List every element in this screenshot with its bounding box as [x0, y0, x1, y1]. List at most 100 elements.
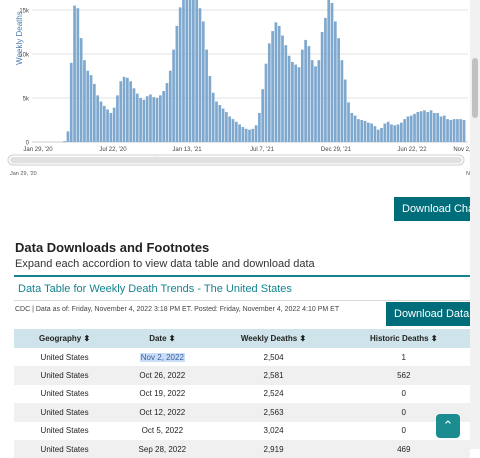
weekly-deaths-bar[interactable]: [201, 21, 205, 142]
weekly-deaths-bar[interactable]: [297, 67, 301, 142]
weekly-deaths-bar[interactable]: [406, 116, 410, 142]
weekly-deaths-bar[interactable]: [274, 22, 278, 142]
weekly-deaths-bar[interactable]: [333, 21, 337, 142]
weekly-deaths-bar[interactable]: [211, 92, 215, 142]
weekly-deaths-bar[interactable]: [442, 115, 446, 142]
weekly-deaths-bar[interactable]: [93, 83, 96, 142]
weekly-deaths-bar[interactable]: [307, 46, 311, 142]
weekly-deaths-bar[interactable]: [343, 79, 347, 142]
weekly-deaths-bar[interactable]: [429, 110, 433, 142]
weekly-deaths-bar[interactable]: [188, 0, 192, 142]
weekly-deaths-bar[interactable]: [327, 0, 331, 142]
weekly-deaths-bar[interactable]: [145, 96, 149, 142]
weekly-deaths-bar[interactable]: [251, 128, 255, 142]
weekly-deaths-bar[interactable]: [376, 129, 380, 142]
weekly-deaths-bar[interactable]: [366, 122, 370, 142]
weekly-deaths-bar[interactable]: [241, 127, 245, 142]
weekly-deaths-bar[interactable]: [205, 49, 208, 142]
weekly-deaths-bar[interactable]: [271, 31, 274, 142]
weekly-deaths-bar[interactable]: [198, 8, 202, 142]
weekly-deaths-bar[interactable]: [353, 115, 357, 142]
weekly-deaths-bar[interactable]: [132, 88, 136, 142]
weekly-deaths-bar[interactable]: [228, 116, 232, 142]
weekly-deaths-bar[interactable]: [403, 119, 406, 142]
weekly-deaths-bar[interactable]: [432, 112, 436, 142]
weekly-deaths-bar[interactable]: [215, 101, 218, 142]
weekly-deaths-bar[interactable]: [396, 124, 400, 142]
weekly-deaths-bar[interactable]: [264, 63, 268, 142]
weekly-deaths-bar[interactable]: [244, 128, 248, 142]
accordion-header[interactable]: Data Table for Weekly Death Trends - The…: [14, 278, 470, 301]
weekly-deaths-bar[interactable]: [380, 127, 383, 142]
scrollbar-thumb[interactable]: [472, 58, 478, 118]
weekly-deaths-bar[interactable]: [416, 112, 420, 142]
weekly-deaths-bar[interactable]: [149, 94, 152, 142]
navigator-range-handle[interactable]: [10, 157, 462, 163]
weekly-deaths-bar[interactable]: [116, 95, 119, 142]
weekly-deaths-bar[interactable]: [337, 38, 340, 142]
weekly-deaths-bar[interactable]: [340, 60, 344, 142]
weekly-deaths-bar[interactable]: [159, 95, 162, 142]
weekly-deaths-bar[interactable]: [109, 112, 113, 142]
weekly-deaths-bar[interactable]: [218, 105, 222, 142]
download-data-button[interactable]: Download Data: [386, 302, 470, 326]
weekly-deaths-bar[interactable]: [172, 49, 175, 142]
weekly-deaths-bar[interactable]: [258, 112, 261, 142]
weekly-deaths-bar[interactable]: [129, 81, 133, 142]
weekly-deaths-bar[interactable]: [119, 81, 123, 142]
weekly-deaths-bar[interactable]: [86, 70, 90, 142]
weekly-deaths-bar[interactable]: [208, 76, 212, 142]
weekly-deaths-bar[interactable]: [106, 109, 109, 142]
weekly-deaths-bar[interactable]: [66, 131, 70, 142]
weekly-deaths-bar[interactable]: [456, 119, 459, 142]
weekly-deaths-bar[interactable]: [350, 112, 354, 142]
navigator-track[interactable]: [7, 154, 465, 166]
weekly-deaths-bar[interactable]: [360, 120, 364, 142]
download-chart-button[interactable]: Download Chart: [394, 197, 470, 221]
weekly-deaths-bar[interactable]: [69, 62, 73, 142]
weekly-deaths-bar[interactable]: [436, 112, 439, 142]
weekly-deaths-bar[interactable]: [386, 121, 390, 142]
accordion-title[interactable]: Data Table for Weekly Death Trends - The…: [18, 283, 292, 295]
weekly-deaths-bar[interactable]: [462, 120, 466, 142]
weekly-deaths-bar[interactable]: [254, 125, 258, 142]
weekly-deaths-bar[interactable]: [317, 60, 321, 142]
weekly-deaths-bar[interactable]: [76, 8, 80, 142]
weekly-deaths-bar[interactable]: [320, 32, 324, 142]
weekly-deaths-bar[interactable]: [185, 0, 189, 142]
weekly-deaths-bar[interactable]: [413, 113, 416, 142]
weekly-deaths-bar[interactable]: [419, 111, 423, 142]
weekly-deaths-bar[interactable]: [182, 0, 185, 142]
weekly-deaths-bar[interactable]: [73, 5, 76, 142]
weekly-deaths-bar[interactable]: [409, 115, 413, 142]
weekly-deaths-bar[interactable]: [291, 61, 294, 142]
weekly-deaths-bar[interactable]: [310, 60, 314, 142]
weekly-deaths-bar[interactable]: [248, 129, 251, 142]
weekly-deaths-bar[interactable]: [225, 112, 228, 142]
weekly-deaths-bar[interactable]: [449, 120, 453, 142]
weekly-deaths-bar[interactable]: [135, 93, 139, 142]
weekly-deaths-bar[interactable]: [261, 89, 265, 142]
weekly-deaths-bar[interactable]: [168, 70, 172, 142]
weekly-deaths-bar[interactable]: [281, 35, 284, 142]
weekly-deaths-bar[interactable]: [423, 110, 426, 142]
weekly-deaths-bar[interactable]: [452, 119, 456, 142]
back-to-top-button[interactable]: ⌃: [436, 414, 460, 438]
weekly-deaths-bar[interactable]: [390, 124, 393, 142]
weekly-deaths-bar[interactable]: [221, 108, 225, 142]
weekly-deaths-bar[interactable]: [373, 126, 377, 142]
weekly-deaths-bar[interactable]: [284, 45, 288, 143]
weekly-deaths-bar[interactable]: [89, 75, 93, 142]
weekly-deaths-bar[interactable]: [324, 17, 327, 143]
weekly-deaths-bar[interactable]: [139, 98, 142, 142]
weekly-deaths-bar[interactable]: [79, 38, 83, 142]
weekly-deaths-bar[interactable]: [300, 49, 304, 142]
weekly-deaths-bar[interactable]: [83, 60, 86, 142]
weekly-deaths-bar[interactable]: [96, 95, 100, 142]
weekly-deaths-bar[interactable]: [175, 25, 179, 143]
col-weekly-deaths-header[interactable]: Weekly Deaths ⬍: [209, 329, 338, 348]
weekly-deaths-bar[interactable]: [63, 141, 66, 142]
col-geography-header[interactable]: Geography ⬍: [14, 329, 116, 348]
weekly-deaths-bar[interactable]: [99, 101, 103, 142]
weekly-deaths-bar[interactable]: [370, 123, 373, 142]
